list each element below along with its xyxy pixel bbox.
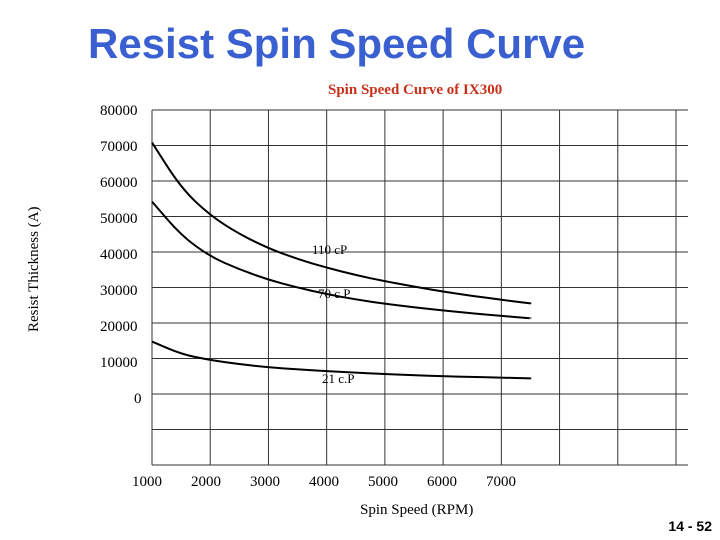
x-tick-label: 4000 bbox=[309, 474, 339, 490]
chart-title: Spin Speed Curve of IX300 bbox=[328, 82, 503, 98]
x-axis-label: Spin Speed (RPM) bbox=[360, 502, 474, 518]
x-tick-label: 7000 bbox=[486, 474, 516, 490]
y-tick-label: 20000 bbox=[100, 319, 138, 335]
tick-labels: 8000070000600005000040000300002000010000… bbox=[100, 103, 516, 490]
series-line-3 bbox=[151, 340, 532, 380]
x-tick-label: 1000 bbox=[132, 474, 162, 490]
x-tick-label: 6000 bbox=[427, 474, 457, 490]
series-line-1 bbox=[151, 142, 532, 305]
y-tick-label: 40000 bbox=[100, 247, 138, 263]
curves bbox=[151, 142, 532, 380]
x-tick-label: 2000 bbox=[191, 474, 221, 490]
series-label: 70 c.P bbox=[318, 286, 351, 301]
y-tick-label: 80000 bbox=[100, 103, 138, 119]
y-tick-label: 10000 bbox=[100, 355, 138, 371]
y-tick-label: 0 bbox=[134, 391, 142, 407]
series-line-2 bbox=[151, 200, 532, 320]
x-tick-label: 5000 bbox=[368, 474, 398, 490]
series-label: 21 c.P bbox=[322, 371, 355, 386]
y-tick-label: 30000 bbox=[100, 283, 138, 299]
series-label: 110 cP bbox=[312, 242, 347, 257]
page-number: 14 - 52 bbox=[668, 518, 712, 534]
x-tick-label: 3000 bbox=[250, 474, 280, 490]
y-tick-label: 50000 bbox=[100, 211, 138, 227]
slide-title: Resist Spin Speed Curve bbox=[88, 20, 586, 67]
y-tick-label: 70000 bbox=[100, 139, 138, 155]
y-tick-label: 60000 bbox=[100, 175, 138, 191]
